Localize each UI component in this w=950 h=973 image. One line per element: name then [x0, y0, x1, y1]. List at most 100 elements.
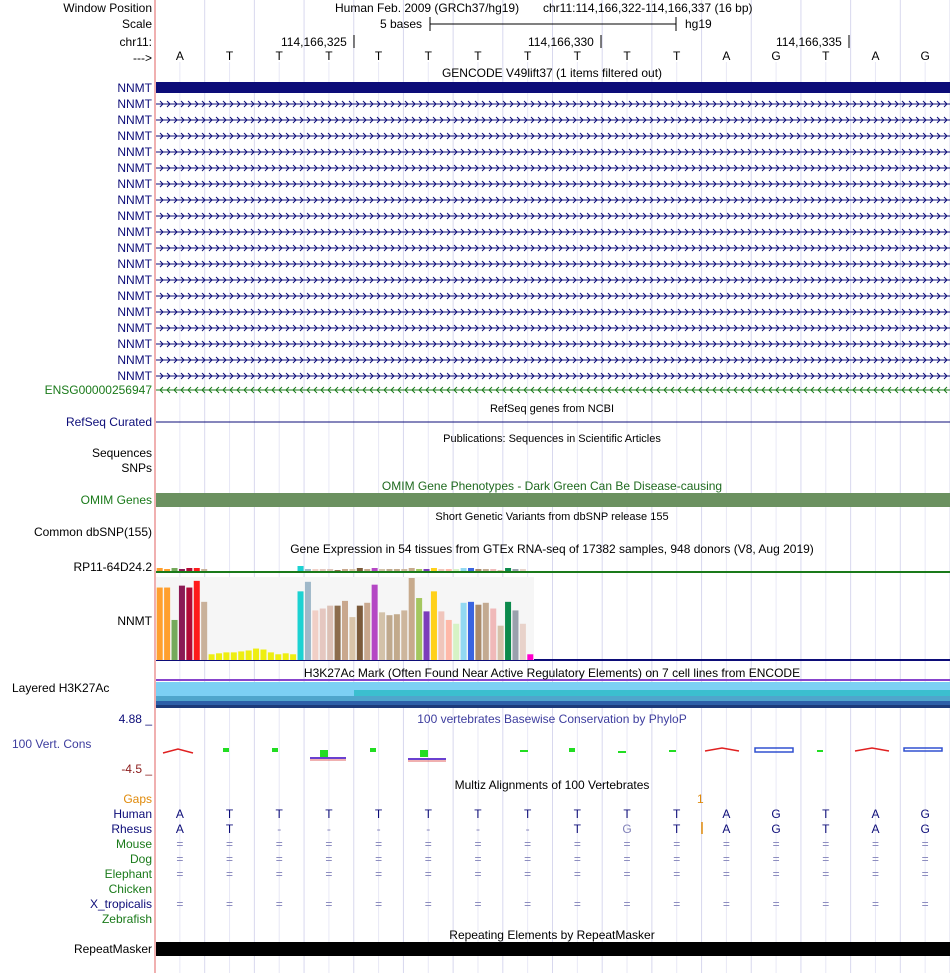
gencode-nnmt-label[interactable]: NNMT: [117, 209, 152, 223]
gencode-nnmt-label[interactable]: NNMT: [117, 337, 152, 351]
alignment-base: =: [325, 852, 333, 866]
gtex-rp11-bar: [178, 569, 185, 571]
repeatmasker-track-label[interactable]: RepeatMasker: [73, 942, 152, 956]
gencode-nnmt-label[interactable]: NNMT: [117, 225, 152, 239]
alignment-base: =: [325, 867, 333, 881]
repeatmasker-track-title: Repeating Elements by RepeatMasker: [449, 928, 655, 942]
alignment-base: T: [225, 807, 234, 821]
sequence-base: T: [374, 49, 383, 63]
alignment-base: A: [871, 807, 880, 821]
gtex-nnmt-bar: [341, 600, 349, 660]
alignment-base: G: [920, 807, 930, 821]
gtex-nnmt-bar: [460, 602, 467, 660]
alignment-base: =: [375, 837, 383, 851]
gencode-nnmt-label[interactable]: NNMT: [117, 241, 152, 255]
gtex-rp11-label[interactable]: RP11-64D24.2: [73, 560, 153, 574]
ensg-track-label[interactable]: ENSG00000256947: [44, 383, 152, 397]
gencode-nnmt-label[interactable]: NNMT: [117, 97, 152, 111]
gtex-nnmt-bar: [319, 608, 326, 660]
gtex-nnmt-bar: [156, 587, 163, 660]
gencode-nnmt-label[interactable]: NNMT: [117, 321, 152, 335]
h3k27ac-track-label[interactable]: Layered H3K27Ac: [12, 681, 110, 695]
alignment-base: =: [226, 837, 234, 851]
alignment-base: =: [176, 852, 184, 866]
sequence-base: G: [920, 49, 930, 63]
gtex-rp11-bar: [334, 570, 341, 571]
multiz-species-label: Human: [113, 807, 152, 821]
alignment-base: -: [426, 822, 431, 836]
gtex-rp11-bar: [438, 569, 445, 571]
strand-arrow: [159, 100, 948, 108]
alignment-base: =: [871, 852, 879, 866]
gtex-nnmt-bar: [401, 610, 408, 660]
gencode-nnmt-label[interactable]: NNMT: [117, 305, 152, 319]
scale-db-text: hg19: [685, 17, 712, 31]
sequence-base: T: [275, 49, 283, 63]
strand-arrow: [159, 228, 948, 236]
alignment-base: T: [424, 807, 432, 821]
gtex-nnmt-bar: [512, 610, 519, 660]
h3k27ac-track-title: H3K27Ac Mark (Often Found Near Active Re…: [303, 666, 801, 680]
phylop-mark: [310, 759, 446, 762]
alignment-base: =: [623, 837, 631, 851]
gtex-rp11-bar: [327, 569, 334, 571]
refseq-track-title: RefSeq genes from NCBI: [489, 403, 615, 415]
gencode-nnmt-label[interactable]: NNMT: [117, 257, 152, 271]
gtex-nnmt-label[interactable]: NNMT: [117, 614, 152, 628]
gencode-nnmt-label[interactable]: NNMT: [117, 177, 152, 191]
gtex-nnmt-bar: [408, 578, 415, 660]
alignment-base: =: [772, 867, 780, 881]
gencode-nnmt-label[interactable]: NNMT: [117, 353, 152, 367]
multiz-species-label: Rhesus: [111, 822, 152, 836]
dbsnp-track-label[interactable]: Common dbSNP(155): [33, 525, 152, 539]
gtex-nnmt-bar: [312, 610, 319, 660]
alignment-base: =: [921, 867, 929, 881]
strand-arrow: [159, 244, 948, 252]
publications-sequences-label[interactable]: Sequences: [91, 446, 152, 460]
alignment-base: =: [524, 897, 532, 911]
omim-track-label[interactable]: OMIM Genes: [80, 493, 152, 507]
gtex-rp11-bar: [386, 569, 393, 571]
gtex-nnmt-bar: [482, 602, 489, 660]
alignment-base: =: [871, 837, 879, 851]
strand-arrow: [159, 340, 948, 348]
refseq-track-label[interactable]: RefSeq Curated: [65, 415, 152, 429]
gencode-nnmt-label[interactable]: NNMT: [117, 369, 152, 383]
conservation-track-label[interactable]: 100 Vert. Cons: [12, 737, 92, 751]
gencode-nnmt-label[interactable]: NNMT: [117, 161, 152, 175]
strand-arrow: [159, 292, 948, 300]
publications-snps-label[interactable]: SNPs: [121, 461, 152, 475]
gencode-nnmt-label[interactable]: NNMT: [117, 145, 152, 159]
gtex-rp11-bar: [453, 569, 460, 571]
gtex-nnmt-bar: [275, 654, 282, 660]
alignment-base: =: [474, 837, 482, 851]
alignment-base: =: [921, 837, 929, 851]
strand-arrow: [159, 324, 948, 332]
gencode-nnmt-label[interactable]: NNMT: [117, 129, 152, 143]
gtex-nnmt-bar: [171, 619, 178, 660]
omim-bar: [156, 493, 950, 507]
h3k27ac-layer: [354, 690, 950, 696]
gtex-rp11-bar: [423, 569, 430, 571]
alignment-base: G: [771, 807, 781, 821]
alignment-base: =: [822, 867, 830, 881]
phylop-mark: [903, 747, 943, 752]
gencode-nnmt-label[interactable]: NNMT: [117, 193, 152, 207]
gencode-nnmt-label[interactable]: NNMT: [117, 273, 152, 287]
alignment-base: =: [673, 852, 681, 866]
gtex-rp11-bar: [164, 569, 171, 571]
gencode-nnmt-label[interactable]: NNMT: [117, 81, 152, 95]
gtex-nnmt-bar: [223, 652, 230, 660]
gencode-nnmt-label[interactable]: NNMT: [117, 289, 152, 303]
alignment-base: =: [275, 852, 283, 866]
gtex-rp11-bar: [475, 569, 482, 571]
alignment-base: =: [772, 837, 780, 851]
alignment-base: =: [871, 897, 879, 911]
gencode-nnmt-label[interactable]: NNMT: [117, 113, 152, 127]
gtex-nnmt-bar: [164, 587, 171, 660]
gtex-nnmt-bar: [430, 591, 437, 660]
gtex-rp11-bar: [393, 569, 400, 571]
alignment-base: T: [573, 822, 582, 836]
h3k27ac-layer: [156, 701, 950, 705]
scale-label: Scale: [121, 17, 152, 31]
